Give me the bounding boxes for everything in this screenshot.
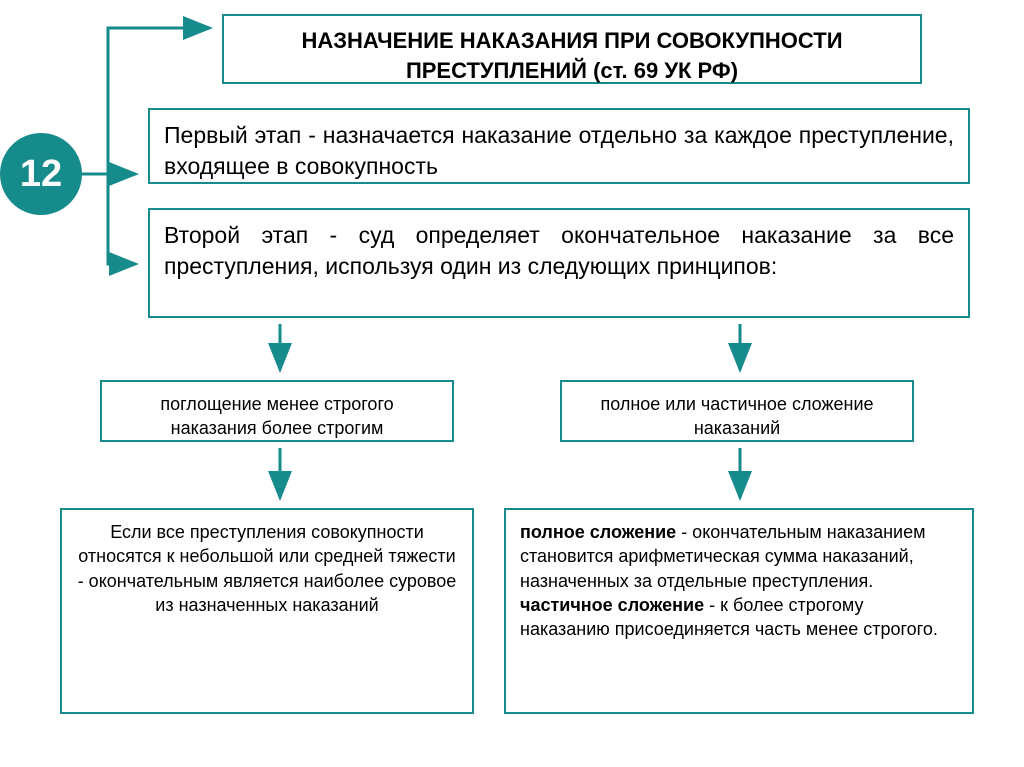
stage2-text: Второй этап - суд определяет окончательн…	[164, 222, 954, 279]
slide-number-badge: 12	[0, 133, 82, 215]
left-detail-text: Если все преступления совокупности относ…	[78, 522, 457, 615]
title-text: НАЗНАЧЕНИЕ НАКАЗАНИЯ ПРИ СОВОКУПНОСТИ ПР…	[301, 28, 842, 83]
left-principle-box: поглощение менее строгого наказания боле…	[100, 380, 454, 442]
stage1-box: Первый этап - назначается наказание отде…	[148, 108, 970, 184]
stage1-text: Первый этап - назначается наказание отде…	[164, 122, 954, 179]
right-detail-box: полное сложение - окончательным наказани…	[504, 508, 974, 714]
stage2-box: Второй этап - суд определяет окончательн…	[148, 208, 970, 318]
right-detail-bold1: полное сложение	[520, 522, 676, 542]
title-box: НАЗНАЧЕНИЕ НАКАЗАНИЯ ПРИ СОВОКУПНОСТИ ПР…	[222, 14, 922, 84]
right-principle-box: полное или частичное сложение наказаний	[560, 380, 914, 442]
left-principle-text: поглощение менее строгого наказания боле…	[160, 394, 393, 438]
right-detail-bold2: частичное сложение	[520, 595, 704, 615]
left-detail-box: Если все преступления совокупности относ…	[60, 508, 474, 714]
slide-number: 12	[20, 153, 62, 196]
right-principle-text: полное или частичное сложение наказаний	[600, 394, 873, 438]
